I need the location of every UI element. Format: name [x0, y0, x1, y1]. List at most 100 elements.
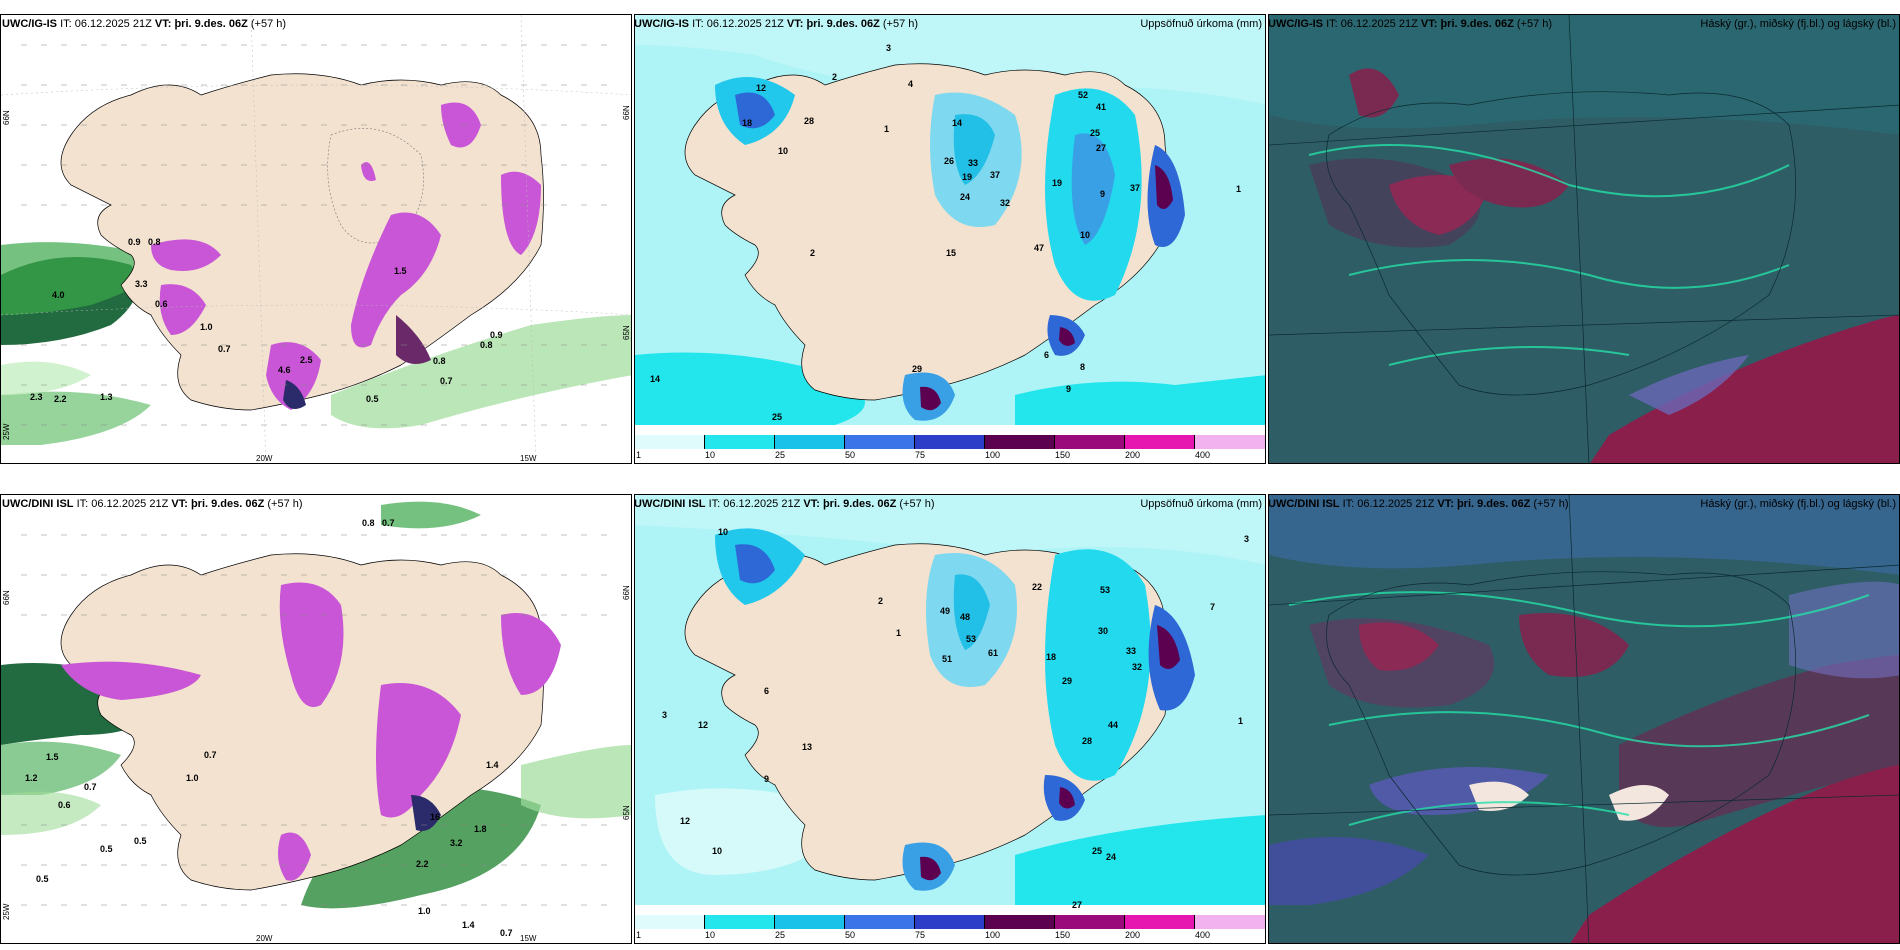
value-label: 1.0	[418, 906, 431, 916]
value-label: 0.8	[480, 340, 493, 350]
value-label: 3	[662, 710, 668, 720]
vt-value: þri. 9.des. 06Z	[1440, 18, 1514, 30]
value-label: 1.4	[486, 760, 499, 770]
cbar-tick-200: 200	[1125, 930, 1141, 940]
variable-label: Háský (gr.), miðský (fj.bl.) og lágský (…	[1700, 498, 1896, 510]
lead-label: (+57 h)	[1516, 18, 1553, 30]
value-label: 0.8	[362, 518, 375, 528]
value-label: 33	[1126, 646, 1137, 656]
value-label: 1.4	[462, 920, 475, 930]
value-label: 53	[966, 634, 977, 644]
cbar-tick-10: 10	[705, 450, 716, 460]
colorbar-dini: 1 10 25 50 75 100 150 200 400	[635, 915, 1265, 943]
map-dini-accum	[635, 495, 1265, 943]
it-value: 06.12.2025 21Z	[723, 498, 801, 510]
value-label: 14	[650, 374, 661, 384]
value-label: 33	[968, 158, 979, 168]
value-label: 0.7	[204, 750, 217, 760]
value-label: 2	[832, 72, 838, 82]
vt-label: VT:	[171, 498, 188, 510]
model-label: UWC/IG-IS	[634, 18, 689, 30]
value-label: 3	[1244, 534, 1250, 544]
cbar-tick-25: 25	[775, 930, 786, 940]
model-label: UWC/DINI ISL	[2, 498, 74, 510]
it-value: 06.12.2025 21Z	[1340, 18, 1418, 30]
value-label: 25	[772, 412, 783, 422]
value-label: 2.2	[416, 859, 429, 869]
vt-label: VT:	[786, 18, 804, 30]
cbar-tick-25: 25	[775, 450, 786, 460]
lon-label-20w: 20W	[256, 454, 273, 463]
value-label: 12	[698, 720, 709, 730]
value-label: 0.9	[128, 237, 141, 247]
value-label: 0.6	[155, 299, 168, 309]
value-label: 3.2	[450, 838, 463, 848]
header-dini-clouds: UWC/DINI ISL IT: 06.12.2025 21Z VT: þri.…	[1268, 494, 1900, 514]
value-label: 29	[1062, 676, 1073, 686]
value-label: 1.8	[474, 824, 487, 834]
header-ig-accum: UWC/IG-IS IT: 06.12.2025 21Z VT: þri. 9.…	[634, 14, 1266, 34]
value-label: 4.6	[278, 365, 291, 375]
value-label: 1	[884, 124, 890, 134]
panel-dini-precip-wind	[0, 494, 632, 944]
value-label: 44	[1108, 720, 1119, 730]
model-label: UWC/DINI ISL	[1268, 498, 1340, 510]
vt-value: þri. 9.des. 06Z	[806, 18, 880, 30]
cbar-tick-50: 50	[845, 450, 856, 460]
map-ig-accum	[635, 15, 1265, 463]
value-label: 32	[1000, 198, 1011, 208]
value-label: 3.3	[135, 279, 148, 289]
value-label: 25	[1090, 128, 1101, 138]
value-label: 10	[1080, 230, 1091, 240]
it-label: IT:	[692, 18, 704, 30]
value-label: 0.8	[148, 237, 161, 247]
header-ig-clouds: UWC/IG-IS IT: 06.12.2025 21Z VT: þri. 9.…	[1268, 14, 1900, 34]
value-label: 30	[1098, 626, 1109, 636]
cbar-tick-10: 10	[705, 930, 716, 940]
value-label: 0.7	[218, 344, 231, 354]
cbar-tick-1: 1	[636, 930, 642, 940]
value-label: 27	[1072, 900, 1083, 910]
value-label: 0.5	[366, 394, 379, 404]
cbar-tick-100: 100	[985, 450, 1001, 460]
variable-label: Uppsöfnuð úrkoma (mm)	[1140, 498, 1262, 510]
value-label: 18	[1046, 652, 1057, 662]
panel-ig-clouds	[1268, 14, 1900, 464]
value-label: 1.2	[25, 773, 38, 783]
value-label: 0.7	[382, 518, 395, 528]
header-dini-accum: UWC/DINI ISL IT: 06.12.2025 21Z VT: þri.…	[634, 494, 1266, 514]
it-value: 06.12.2025 21Z	[74, 18, 152, 30]
value-label: 3	[886, 43, 892, 53]
lead-label: (+57 h)	[882, 18, 919, 30]
lat-label-66n-2: 66N	[2, 590, 11, 605]
panel-ig-precip-wind	[0, 14, 632, 464]
value-label: 19	[1052, 178, 1063, 188]
value-label: 0.5	[100, 844, 113, 854]
colorbar-ig: 1 10 25 50 75 100 150 200 400	[635, 435, 1265, 463]
value-label: 6	[764, 686, 770, 696]
lat-label-66n: 66N	[2, 110, 11, 125]
lat-label-65n: 65N	[622, 325, 631, 340]
cbar-tick-150: 150	[1055, 450, 1071, 460]
value-label: 25	[1092, 846, 1103, 856]
lon-label-15w: 15W	[520, 454, 537, 463]
value-label: 19	[962, 172, 973, 182]
model-label: UWC/IG-IS	[1268, 18, 1323, 30]
value-label: 10	[778, 146, 789, 156]
value-label: 9	[1100, 189, 1106, 199]
lon-label-25w-2: 25W	[2, 903, 11, 920]
cbar-tick-200: 200	[1125, 450, 1141, 460]
value-label: 1.0	[186, 773, 199, 783]
header-dini-precip-wind: UWC/DINI ISL IT: 06.12.2025 21Z VT: þri.…	[2, 494, 634, 514]
vt-label: VT:	[803, 498, 820, 510]
value-label: 22	[1032, 582, 1043, 592]
value-label: 24	[1106, 852, 1117, 862]
value-label: 1.0	[200, 322, 213, 332]
value-label: 32	[1132, 662, 1143, 672]
cbar-tick-100: 100	[985, 930, 1001, 940]
value-label: 12	[680, 816, 691, 826]
panel-ig-accum: 1 10 25 50 75 100 150 200 400	[634, 14, 1266, 464]
variable-label: Háský (gr.), miðský (fj.bl.) og lágský (…	[1700, 18, 1896, 30]
value-label: 4	[908, 79, 914, 89]
value-label: 4.0	[52, 290, 65, 300]
